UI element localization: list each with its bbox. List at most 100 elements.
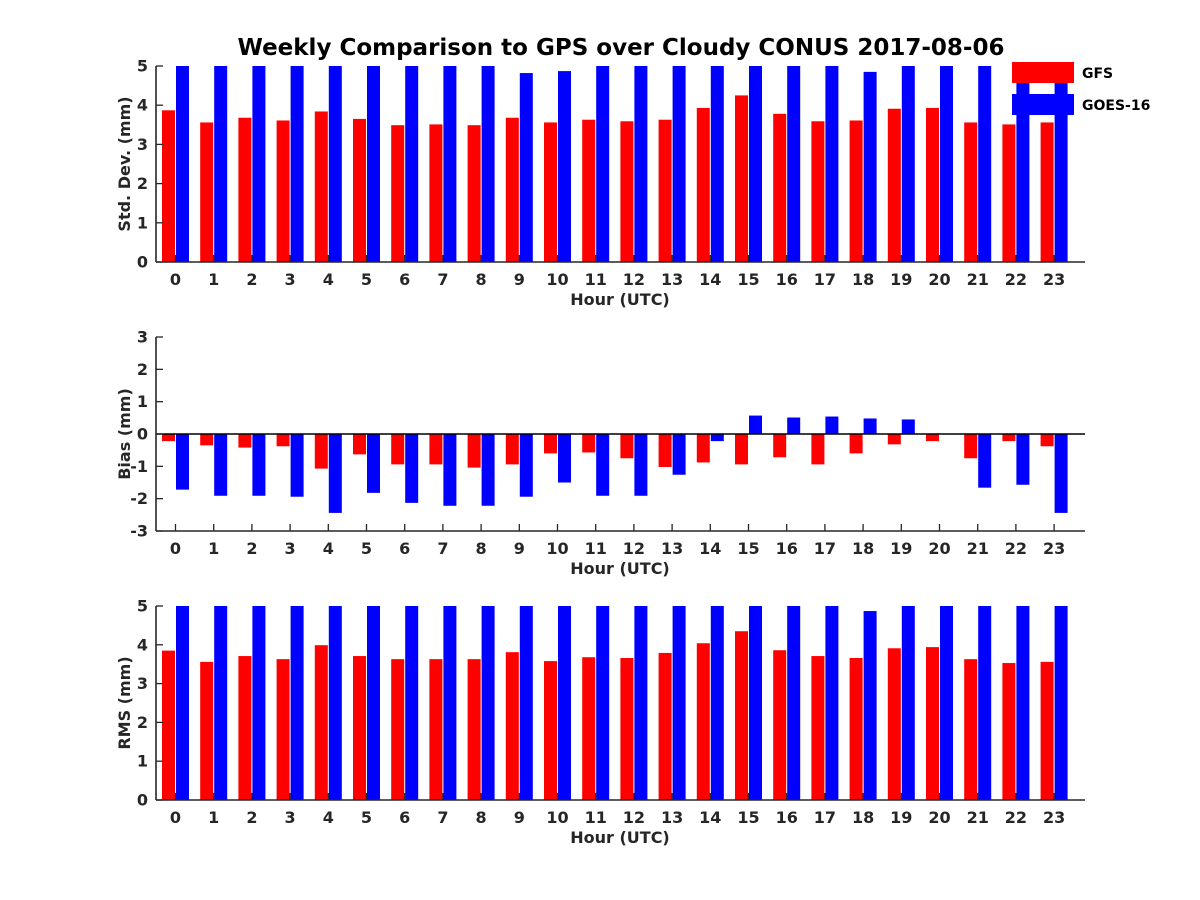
bar-gfs-hour-13 (658, 434, 672, 467)
bar-goes16-hour-4 (328, 434, 342, 513)
x-tick-label: 14 (699, 270, 721, 289)
x-tick-label: 15 (737, 270, 759, 289)
bar-gfs-hour-1 (200, 661, 214, 800)
bar-gfs-hour-5 (353, 434, 366, 455)
bar-goes16-hour-11 (596, 66, 610, 262)
bar-gfs-hour-15 (735, 434, 748, 465)
bar-gfs-hour-23 (1040, 661, 1054, 800)
x-tick-label: 9 (514, 808, 525, 827)
bar-gfs-hour-14 (696, 643, 710, 800)
x-tick-label: 21 (967, 270, 989, 289)
bar-goes16-hour-10 (558, 606, 571, 800)
bar-gfs-hour-4 (314, 434, 328, 469)
bar-goes16-hour-9 (519, 73, 533, 262)
x-tick-label: 20 (928, 270, 950, 289)
bar-goes16-hour-7 (443, 66, 457, 262)
bar-gfs-hour-13 (658, 652, 672, 800)
bar-goes16-hour-6 (405, 66, 419, 262)
x-tick-label: 3 (285, 808, 296, 827)
bar-gfs-hour-10 (544, 661, 557, 800)
bar-goes16-hour-5 (367, 66, 380, 262)
y-axis-label: Std. Dev. (mm) (115, 96, 134, 231)
x-tick-label: 7 (437, 808, 448, 827)
bar-gfs-hour-11 (582, 434, 596, 453)
bar-gfs-hour-5 (353, 118, 366, 262)
bar-gfs-hour-17 (811, 121, 825, 262)
bar-goes16-hour-14 (710, 434, 724, 442)
bar-goes16-hour-6 (405, 606, 419, 800)
bar-goes16-hour-23 (1054, 434, 1068, 513)
bar-gfs-hour-6 (391, 434, 405, 465)
x-tick-label: 22 (1005, 808, 1027, 827)
x-tick-label: 13 (661, 270, 683, 289)
x-tick-label: 4 (323, 539, 334, 558)
y-tick-label: 5 (137, 57, 148, 76)
bar-gfs-hour-10 (544, 434, 557, 454)
bar-goes16-hour-20 (940, 66, 953, 262)
bar-goes16-hour-4 (328, 66, 342, 262)
bar-goes16-hour-12 (634, 434, 648, 496)
bar-gfs-hour-13 (658, 119, 672, 262)
bar-gfs-hour-8 (467, 659, 481, 800)
y-axis-label: RMS (mm) (115, 656, 134, 749)
y-tick-label: 1 (137, 392, 148, 411)
x-tick-label: 9 (514, 270, 525, 289)
bar-goes16-hour-18 (863, 71, 877, 262)
bar-gfs-hour-18 (849, 657, 863, 800)
x-tick-label: 18 (852, 808, 874, 827)
bar-goes16-hour-17 (825, 66, 839, 262)
bar-gfs-hour-7 (429, 434, 443, 465)
bar-gfs-hour-3 (276, 120, 290, 262)
bar-goes16-hour-19 (901, 419, 915, 434)
bar-gfs-hour-3 (276, 434, 290, 447)
x-tick-label: 12 (623, 539, 645, 558)
bar-gfs-hour-22 (1002, 124, 1016, 263)
bar-gfs-hour-15 (735, 631, 748, 800)
x-tick-label: 3 (285, 270, 296, 289)
x-tick-label: 21 (967, 539, 989, 558)
bar-goes16-hour-10 (558, 71, 571, 262)
bar-gfs-hour-8 (467, 434, 481, 468)
bar-gfs-hour-6 (391, 659, 405, 800)
bar-goes16-hour-16 (787, 66, 801, 262)
x-tick-label: 22 (1005, 539, 1027, 558)
bar-gfs-hour-19 (887, 108, 901, 262)
bar-goes16-hour-2 (252, 66, 266, 262)
x-tick-label: 7 (437, 270, 448, 289)
legend-swatch-goes16 (1012, 94, 1074, 115)
x-tick-label: 16 (776, 808, 798, 827)
x-tick-label: 14 (699, 539, 721, 558)
y-tick-label: 1 (137, 752, 148, 771)
bar-gfs-hour-19 (887, 648, 901, 800)
x-tick-label: 17 (814, 270, 836, 289)
x-tick-label: 5 (361, 539, 372, 558)
y-tick-label: 2 (137, 360, 148, 379)
bar-goes16-hour-10 (558, 434, 571, 483)
bar-gfs-hour-17 (811, 656, 825, 800)
x-tick-label: 19 (890, 808, 912, 827)
bar-goes16-hour-17 (825, 416, 839, 434)
bar-gfs-hour-11 (582, 657, 596, 800)
x-tick-label: 20 (928, 539, 950, 558)
y-tick-label: 3 (137, 674, 148, 693)
bar-gfs-hour-18 (849, 120, 863, 262)
bar-gfs-hour-14 (696, 434, 710, 463)
x-tick-label: 17 (814, 808, 836, 827)
x-tick-label: 11 (585, 808, 607, 827)
bar-gfs-hour-11 (582, 119, 596, 262)
x-tick-label: 23 (1043, 539, 1065, 558)
bar-goes16-hour-17 (825, 606, 839, 800)
bar-goes16-hour-22 (1016, 434, 1030, 485)
bar-goes16-hour-21 (978, 434, 992, 488)
x-tick-label: 8 (476, 539, 487, 558)
y-axis-label: Bias (mm) (115, 388, 134, 480)
bar-gfs-hour-20 (926, 647, 939, 800)
bar-gfs-hour-7 (429, 124, 443, 263)
x-tick-label: 7 (437, 539, 448, 558)
bar-goes16-hour-13 (672, 606, 686, 800)
y-tick-label: 3 (137, 328, 148, 347)
bar-goes16-hour-3 (290, 606, 304, 800)
